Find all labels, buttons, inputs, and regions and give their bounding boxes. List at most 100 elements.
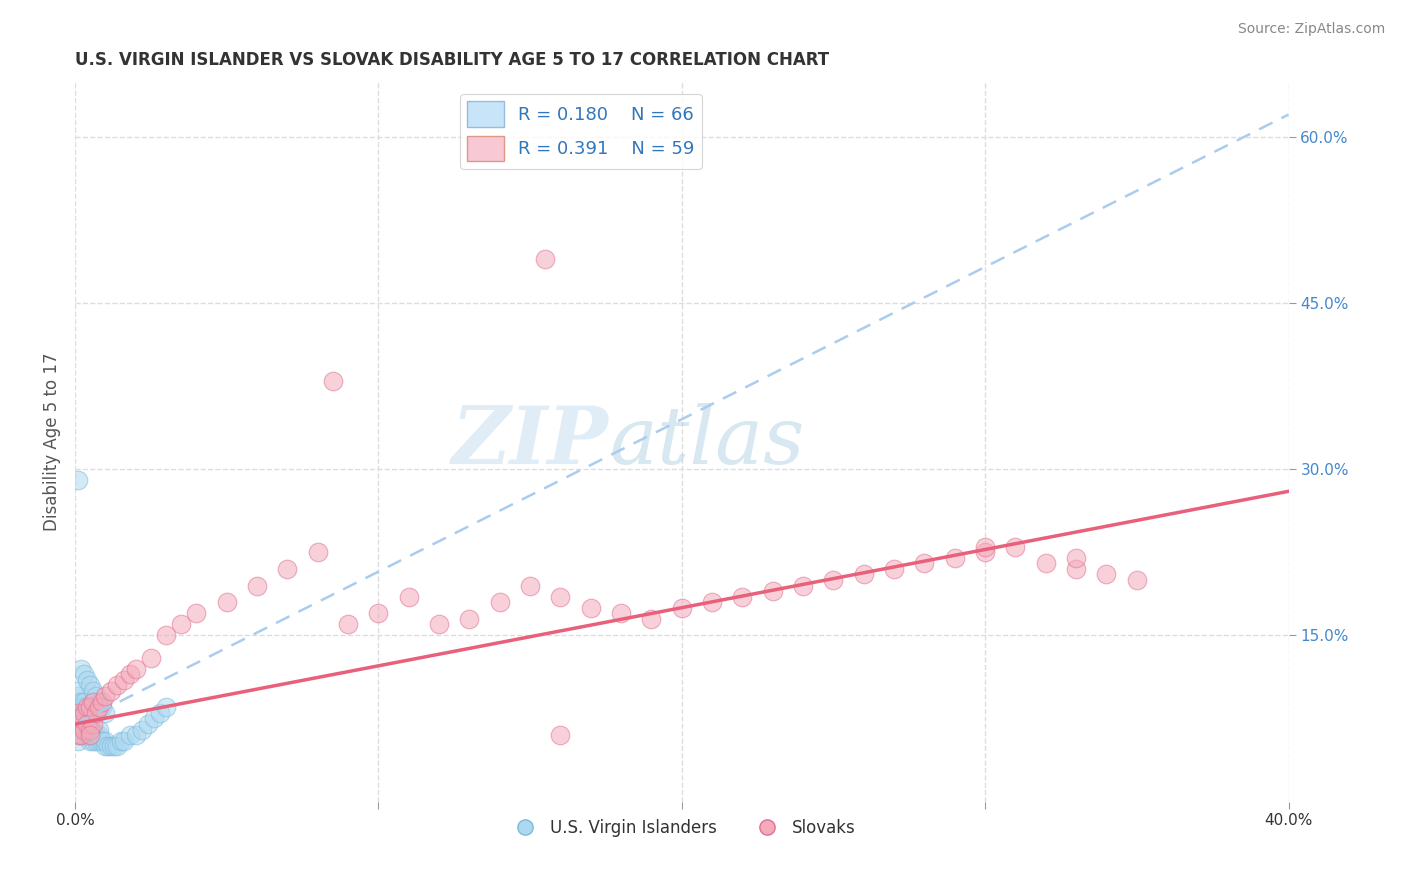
Point [82, 683, 104, 698]
Point [73, 711, 96, 725]
Point [1064, 550, 1087, 565]
Point [1126, 573, 1149, 587]
Point [534, 252, 557, 266]
Point [84, 728, 107, 742]
Point [1004, 540, 1026, 554]
Point [79, 733, 101, 747]
Point [73, 723, 96, 737]
Point [155, 628, 177, 642]
Point [84, 733, 107, 747]
Point [67, 683, 90, 698]
Point [107, 678, 129, 692]
Point [89, 728, 111, 742]
Point [70, 728, 93, 742]
Point [640, 612, 662, 626]
Point [579, 600, 602, 615]
Point [1095, 567, 1118, 582]
Point [823, 573, 845, 587]
Point [73, 706, 96, 720]
Point [974, 545, 997, 559]
Point [89, 723, 111, 737]
Point [67, 700, 90, 714]
Point [170, 617, 193, 632]
Point [82, 728, 104, 742]
Point [79, 723, 101, 737]
Point [89, 695, 111, 709]
Point [67, 695, 90, 709]
Point [79, 723, 101, 737]
Point [186, 606, 208, 620]
Point [67, 706, 90, 720]
Point [76, 723, 98, 737]
Point [76, 717, 98, 731]
Point [67, 723, 90, 737]
Point [215, 595, 238, 609]
Point [76, 728, 98, 742]
Point [76, 700, 98, 714]
Point [398, 590, 420, 604]
Point [82, 733, 104, 747]
Point [76, 673, 98, 687]
Point [67, 711, 90, 725]
Y-axis label: Disability Age 5 to 17: Disability Age 5 to 17 [44, 352, 60, 531]
Point [67, 728, 90, 742]
Point [118, 728, 141, 742]
Point [125, 728, 148, 742]
Point [337, 617, 360, 632]
Point [519, 578, 541, 592]
Point [76, 717, 98, 731]
Point [82, 723, 104, 737]
Point [91, 695, 114, 709]
Point [67, 706, 90, 720]
Point [94, 739, 117, 754]
Point [79, 728, 101, 742]
Point [1064, 562, 1087, 576]
Point [131, 723, 153, 737]
Point [91, 733, 114, 747]
Point [67, 473, 90, 487]
Text: U.S. VIRGIN ISLANDER VS SLOVAK DISABILITY AGE 5 TO 17 CORRELATION CHART: U.S. VIRGIN ISLANDER VS SLOVAK DISABILIT… [75, 51, 830, 69]
Point [118, 667, 141, 681]
Point [276, 562, 298, 576]
Point [914, 557, 936, 571]
Point [67, 733, 90, 747]
Point [852, 567, 875, 582]
Point [110, 733, 132, 747]
Point [103, 739, 125, 754]
Point [76, 711, 98, 725]
Point [73, 667, 96, 681]
Point [367, 606, 389, 620]
Legend: U.S. Virgin Islanders, Slovaks: U.S. Virgin Islanders, Slovaks [502, 813, 862, 844]
Point [762, 584, 785, 599]
Point [488, 595, 510, 609]
Point [610, 606, 633, 620]
Point [550, 728, 572, 742]
Point [155, 700, 177, 714]
Point [427, 617, 450, 632]
Text: ZIP: ZIP [453, 402, 609, 480]
Point [70, 717, 93, 731]
Point [82, 717, 104, 731]
Point [125, 662, 148, 676]
Point [107, 739, 129, 754]
Point [112, 673, 135, 687]
Point [70, 700, 93, 714]
Point [700, 595, 723, 609]
Point [731, 590, 754, 604]
Point [70, 695, 93, 709]
Point [73, 695, 96, 709]
Point [82, 695, 104, 709]
Point [94, 706, 117, 720]
Point [322, 374, 344, 388]
Point [94, 733, 117, 747]
Point [943, 550, 966, 565]
Point [89, 733, 111, 747]
Point [307, 545, 329, 559]
Text: Source: ZipAtlas.com: Source: ZipAtlas.com [1237, 22, 1385, 37]
Point [136, 717, 159, 731]
Point [79, 678, 101, 692]
Point [73, 717, 96, 731]
Point [67, 717, 90, 731]
Point [100, 739, 122, 754]
Point [112, 733, 135, 747]
